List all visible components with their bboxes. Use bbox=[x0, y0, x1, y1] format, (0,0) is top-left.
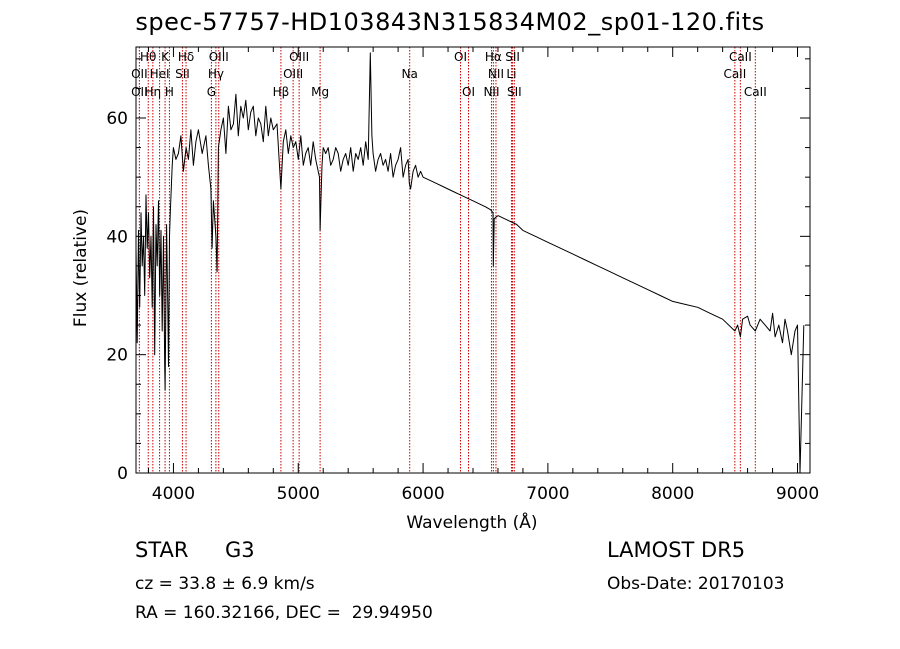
y-tick-label: 40 bbox=[106, 227, 128, 247]
object-subclass: G3 bbox=[225, 538, 255, 562]
line-label: HeI bbox=[150, 67, 170, 81]
line-label: Hη bbox=[145, 85, 162, 99]
x-tick-label: 7000 bbox=[526, 484, 569, 504]
spectrum-layer bbox=[135, 52, 805, 474]
y-tick-label: 60 bbox=[106, 109, 128, 129]
coordinates: RA = 160.32166, DEC = 29.94950 bbox=[135, 603, 433, 623]
spectrum-series bbox=[135, 52, 805, 474]
object-class: STAR bbox=[135, 538, 189, 562]
line-label: Hβ bbox=[273, 85, 290, 99]
x-tick-label: 5000 bbox=[277, 484, 320, 504]
line-label: CaII bbox=[744, 85, 767, 99]
line-label: NII bbox=[488, 67, 504, 81]
x-tick-label: 8000 bbox=[651, 484, 694, 504]
line-label: OIII bbox=[209, 50, 229, 64]
chart-title: spec-57757-HD103843N315834M02_sp01-120.f… bbox=[135, 8, 765, 36]
line-label: OIII bbox=[283, 67, 303, 81]
line-label: OIII bbox=[289, 50, 309, 64]
redshift-velocity: cz = 33.8 ± 6.9 km/s bbox=[135, 574, 315, 594]
line-label: G bbox=[207, 85, 216, 99]
axes-layer bbox=[135, 46, 811, 474]
line-label: K bbox=[161, 50, 170, 64]
line-label: Mg bbox=[311, 85, 329, 99]
line-label: SII bbox=[507, 85, 522, 99]
y-tick-label: 0 bbox=[117, 464, 128, 484]
line-label: Hα bbox=[485, 50, 502, 64]
line-label: Hγ bbox=[208, 67, 224, 81]
line-label: H bbox=[165, 85, 174, 99]
line-markers-layer bbox=[138, 47, 756, 473]
tick-labels-layer: 4000 5000 6000 7000 8000 9000 0 20 40 60 bbox=[106, 109, 819, 504]
line-label: SII bbox=[175, 67, 190, 81]
line-label: Li bbox=[506, 67, 516, 81]
line-label: SII bbox=[505, 50, 520, 64]
line-label: Hδ bbox=[178, 50, 194, 64]
x-tick-label: 6000 bbox=[401, 484, 444, 504]
observation-date: Obs-Date: 20170103 bbox=[607, 574, 785, 594]
line-label: Hθ bbox=[140, 50, 156, 64]
line-label: OI bbox=[454, 50, 467, 64]
line-label: OII bbox=[131, 67, 148, 81]
line-label: CaII bbox=[723, 67, 746, 81]
y-tick-label: 20 bbox=[106, 346, 128, 366]
x-tick-label: 9000 bbox=[776, 484, 819, 504]
x-tick-label: 4000 bbox=[152, 484, 195, 504]
line-label: NII bbox=[483, 85, 499, 99]
survey-name: LAMOST DR5 bbox=[607, 538, 746, 562]
x-axis-label: Wavelength (Å) bbox=[406, 511, 537, 533]
line-label: OI bbox=[462, 85, 475, 99]
line-label: CaII bbox=[729, 50, 752, 64]
line-label: Na bbox=[402, 67, 418, 81]
line-label: OII bbox=[131, 85, 148, 99]
y-axis-label: Flux (relative) bbox=[71, 209, 91, 327]
